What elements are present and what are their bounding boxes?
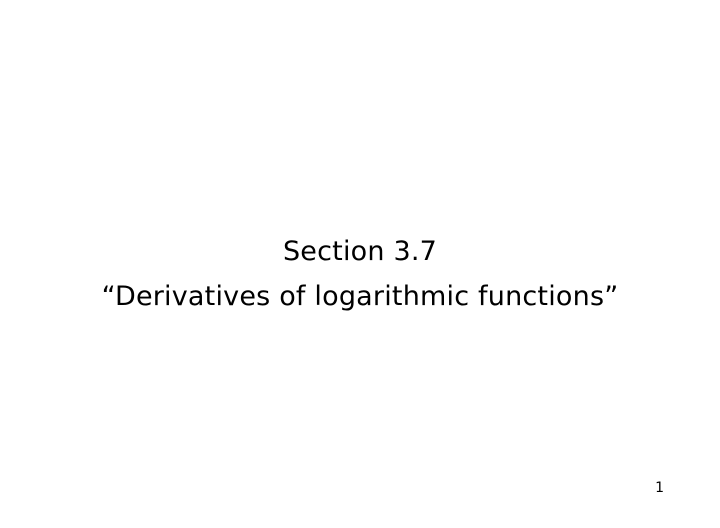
page-number: 1 <box>655 480 664 496</box>
slide-content: Section 3.7 “Derivatives of logarithmic … <box>0 232 720 317</box>
slide-page: Section 3.7 “Derivatives of logarithmic … <box>0 0 720 528</box>
section-label: Section 3.7 <box>0 232 720 273</box>
slide-title: “Derivatives of logarithmic functions” <box>0 277 720 318</box>
